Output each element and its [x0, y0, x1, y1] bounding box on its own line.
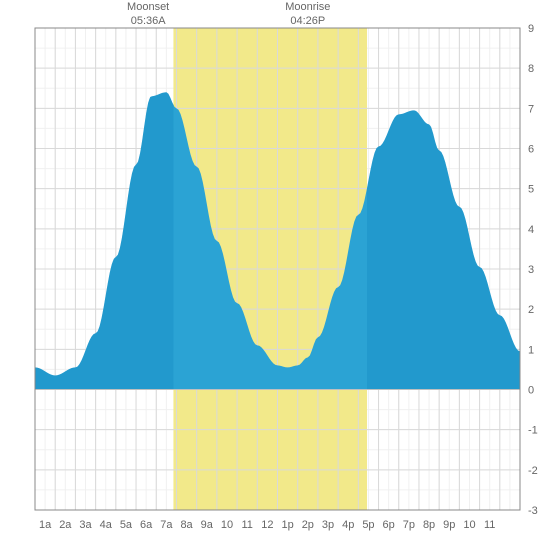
moonrise-time: 04:26P [278, 14, 338, 28]
moonset-annotation: Moonset 05:36A [118, 0, 178, 29]
svg-text:9a: 9a [201, 519, 214, 531]
moonrise-title: Moonrise [278, 0, 338, 14]
svg-text:7: 7 [528, 103, 534, 115]
svg-text:9: 9 [528, 23, 534, 35]
svg-text:5a: 5a [120, 519, 133, 531]
svg-text:10: 10 [221, 519, 233, 531]
svg-text:6a: 6a [140, 519, 153, 531]
svg-text:12: 12 [261, 519, 273, 531]
svg-text:1p: 1p [281, 519, 293, 531]
svg-text:9p: 9p [443, 519, 455, 531]
svg-text:8a: 8a [180, 519, 193, 531]
svg-text:10: 10 [463, 519, 475, 531]
svg-text:4a: 4a [100, 519, 113, 531]
svg-text:6p: 6p [383, 519, 395, 531]
svg-text:11: 11 [241, 519, 252, 531]
svg-text:0: 0 [528, 385, 534, 397]
moonset-time: 05:36A [118, 14, 178, 28]
svg-text:5p: 5p [362, 519, 374, 531]
svg-text:-3: -3 [528, 505, 538, 517]
svg-text:1a: 1a [39, 519, 52, 531]
svg-text:8: 8 [528, 63, 534, 75]
svg-text:11: 11 [484, 519, 495, 531]
svg-text:6: 6 [528, 144, 534, 156]
svg-text:2a: 2a [59, 519, 72, 531]
svg-text:-2: -2 [528, 465, 538, 477]
chart-svg: -3-2-101234567891a2a3a4a5a6a7a8a9a101112… [0, 0, 550, 550]
svg-text:3a: 3a [79, 519, 92, 531]
svg-text:2: 2 [528, 304, 534, 316]
svg-text:7p: 7p [403, 519, 415, 531]
svg-text:2p: 2p [302, 519, 314, 531]
svg-text:4: 4 [528, 224, 534, 236]
svg-text:1: 1 [528, 344, 534, 356]
moonset-title: Moonset [118, 0, 178, 14]
svg-text:3: 3 [528, 264, 534, 276]
svg-text:3p: 3p [322, 519, 334, 531]
moonrise-annotation: Moonrise 04:26P [278, 0, 338, 29]
svg-text:8p: 8p [423, 519, 435, 531]
svg-text:7a: 7a [160, 519, 173, 531]
svg-text:4p: 4p [342, 519, 354, 531]
tide-chart: Moonset 05:36A Moonrise 04:26P -3-2-1012… [0, 0, 550, 550]
svg-text:5: 5 [528, 184, 534, 196]
svg-text:-1: -1 [528, 425, 538, 437]
